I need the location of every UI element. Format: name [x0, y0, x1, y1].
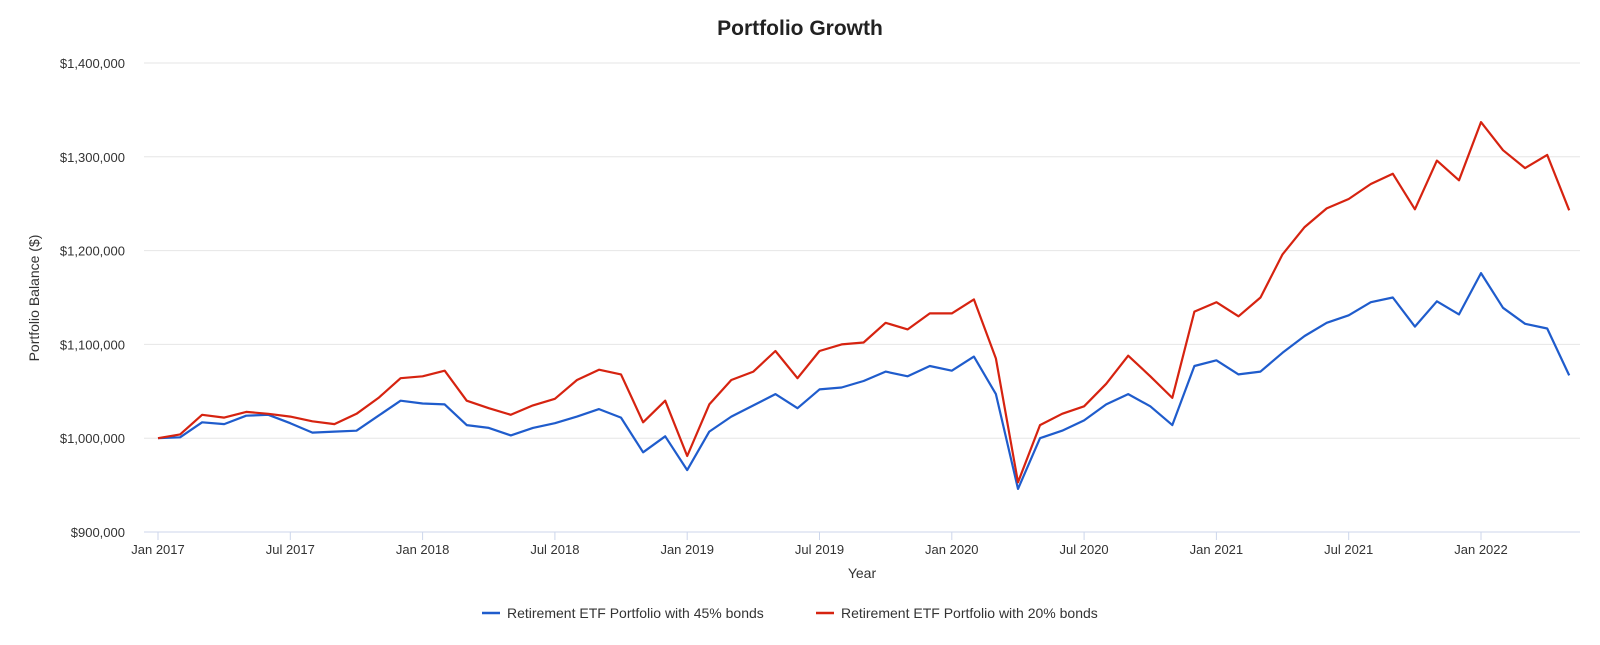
x-axis-ticks: Jan 2017 Jul 2017 Jan 2018 Jul 2018 Jan 2019…	[131, 532, 1508, 557]
y-tick-label: $1,400,000	[60, 56, 125, 71]
chart-title: Portfolio Growth	[717, 17, 883, 40]
y-tick-label: $1,200,000	[60, 244, 125, 259]
series-lines	[157, 120, 1571, 490]
x-tick-label: Jan 2018	[396, 542, 450, 557]
x-tick-label: Jan 2019	[660, 542, 714, 557]
x-tick-label: Jul 2018	[530, 542, 579, 557]
x-tick-label: Jan 2022	[1454, 542, 1508, 557]
y-tick-label: $1,000,000	[60, 431, 125, 446]
legend-item-20-bonds[interactable]: Retirement ETF Portfolio with 20% bonds	[816, 605, 1098, 621]
legend: Retirement ETF Portfolio with 45% bonds …	[482, 605, 1098, 621]
legend-item-45-bonds[interactable]: Retirement ETF Portfolio with 45% bonds	[482, 605, 764, 621]
x-tick-label: Jul 2021	[1324, 542, 1373, 557]
series-line-0[interactable]	[157, 272, 1571, 490]
y-tick-label: $1,100,000	[60, 337, 125, 352]
legend-label-45-bonds: Retirement ETF Portfolio with 45% bonds	[507, 605, 764, 621]
legend-label-20-bonds: Retirement ETF Portfolio with 20% bonds	[841, 605, 1098, 621]
x-axis-label: Year	[848, 565, 877, 581]
x-tick-label: Jan 2020	[925, 542, 979, 557]
x-tick-label: Jul 2017	[266, 542, 315, 557]
gridlines	[144, 62, 1580, 439]
y-tick-label: $1,300,000	[60, 150, 125, 165]
x-tick-label: Jul 2020	[1060, 542, 1109, 557]
series-line-1[interactable]	[157, 120, 1571, 484]
y-tick-label: $900,000	[71, 525, 125, 540]
y-axis-ticks: $900,000 $1,000,000 $1,100,000 $1,200,000 $1…	[60, 56, 125, 540]
x-tick-label: Jan 2021	[1190, 542, 1244, 557]
y-axis-label: Portfolio Balance ($)	[26, 235, 42, 362]
x-tick-label: Jan 2017	[131, 542, 185, 557]
x-tick-label: Jul 2019	[795, 542, 844, 557]
